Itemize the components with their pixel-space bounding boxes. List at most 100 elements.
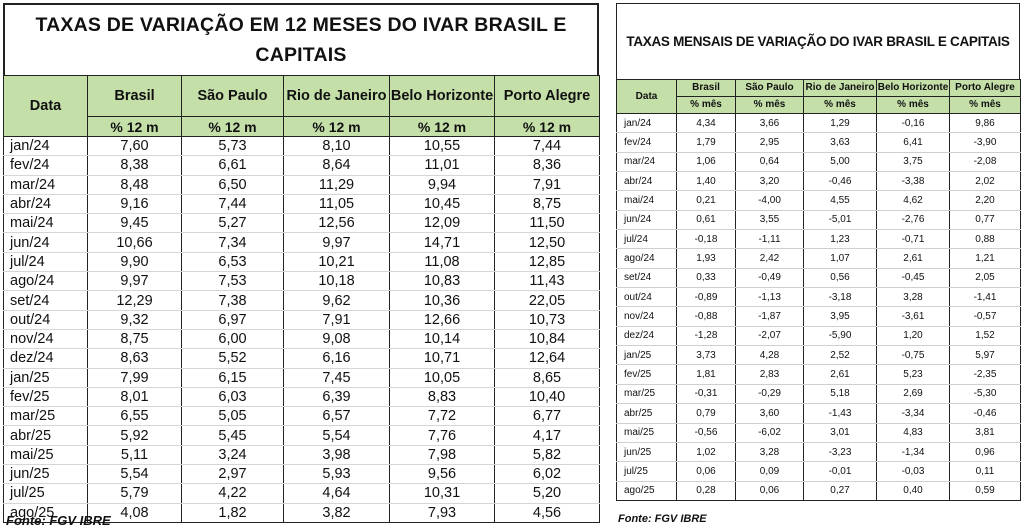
value-cell: 0,59 [949, 481, 1021, 501]
value-cell: 11,01 [389, 155, 495, 176]
value-cell: -2,07 [735, 326, 804, 347]
date-cell: jun/24 [616, 210, 677, 231]
value-cell: 12,66 [389, 310, 495, 330]
value-cell: -2,35 [949, 364, 1021, 385]
value-cell: 8,01 [87, 387, 182, 408]
date-cell: out/24 [616, 287, 677, 308]
value-cell: 6,55 [87, 406, 182, 427]
value-cell: 7,91 [283, 310, 390, 330]
value-cell: 5,45 [181, 425, 284, 446]
date-cell: mar/24 [616, 152, 677, 173]
table-row: mar/24 1,06 0,64 5,00 3,75 -2,08 [616, 152, 1021, 173]
value-cell: 11,50 [494, 213, 600, 234]
value-cell: 1,21 [949, 248, 1021, 269]
value-cell: -0,88 [676, 306, 736, 327]
value-cell: 9,62 [283, 290, 390, 311]
table-row: abr/24 1,40 3,20 -0,46 -3,38 2,02 [616, 171, 1021, 192]
table-row: abr/25 0,79 3,60 -1,43 -3,34 -0,46 [616, 403, 1021, 424]
value-cell: 7,91 [494, 175, 600, 195]
value-cell: -2,08 [949, 152, 1021, 173]
table-row: out/24 9,32 6,97 7,91 12,66 10,73 [3, 310, 600, 330]
unit-header: % mês [803, 96, 877, 114]
value-cell: 1,82 [181, 503, 284, 523]
date-cell: out/24 [3, 310, 88, 330]
value-cell: 8,10 [283, 136, 390, 157]
value-cell: -3,34 [876, 403, 950, 424]
value-cell: 10,18 [283, 271, 390, 292]
date-cell: fev/24 [3, 155, 88, 176]
value-cell: 10,21 [283, 252, 390, 273]
date-cell: dez/24 [616, 326, 677, 347]
value-cell: -0,46 [803, 171, 877, 192]
table-row: ago/25 4,08 1,82 3,82 7,93 4,56 [3, 503, 600, 523]
date-column-header: Data [3, 75, 88, 137]
table-row: ago/24 1,93 2,42 1,07 2,61 1,21 [616, 248, 1021, 269]
table-row: set/24 12,29 7,38 9,62 10,36 22,05 [3, 290, 600, 311]
value-cell: 4,28 [735, 345, 804, 366]
value-cell: 1,79 [676, 132, 736, 153]
unit-header: % mês [949, 96, 1021, 114]
monthly-variation-table: Data Brasil São Paulo Rio de Janeiro Bel… [616, 79, 1021, 501]
value-cell: 12,56 [283, 213, 390, 234]
date-cell: jun/24 [3, 232, 88, 253]
value-cell: -0,01 [803, 461, 877, 482]
column-header-rio-de-janeiro: Rio de Janeiro [283, 75, 390, 117]
table-row: abr/24 9,16 7,44 11,05 10,45 8,75 [3, 194, 600, 215]
value-cell: 8,36 [494, 155, 600, 176]
table-row: fev/24 8,38 6,61 8,64 11,01 8,36 [3, 155, 600, 176]
table-row: nov/24 -0,88 -1,87 3,95 -3,61 -0,57 [616, 306, 1021, 327]
value-cell: 0,11 [949, 461, 1021, 482]
value-cell: -5,30 [949, 384, 1021, 405]
value-cell: -3,18 [803, 287, 877, 308]
date-cell: mar/24 [3, 175, 88, 195]
value-cell: 0,33 [676, 268, 736, 289]
table-row: mai/25 5,11 3,24 3,98 7,98 5,82 [3, 445, 600, 466]
value-cell: -3,90 [949, 132, 1021, 153]
value-cell: 2,52 [803, 345, 877, 366]
value-cell: -1,11 [735, 229, 804, 250]
value-cell: 3,81 [949, 423, 1021, 443]
date-cell: jan/25 [3, 368, 88, 388]
value-cell: 2,61 [876, 248, 950, 269]
value-cell: 9,08 [283, 329, 390, 350]
value-cell: 5,54 [283, 425, 390, 446]
column-header-rio-de-janeiro: Rio de Janeiro [803, 79, 877, 97]
date-cell: ago/25 [3, 503, 88, 523]
date-cell: mar/25 [616, 384, 677, 405]
unit-header: % 12 m [283, 116, 390, 137]
date-cell: abr/24 [3, 194, 88, 215]
value-cell: -0,57 [949, 306, 1021, 327]
value-cell: -0,31 [676, 384, 736, 405]
value-cell: 5,20 [494, 483, 600, 504]
value-cell: 5,54 [87, 464, 182, 485]
value-cell: 5,27 [181, 213, 284, 234]
column-header-porto-alegre: Porto Alegre [949, 79, 1021, 97]
column-header-sao-paulo: São Paulo [735, 79, 804, 97]
table-row: set/24 0,33 -0,49 0,56 -0,45 2,05 [616, 268, 1021, 289]
date-cell: ago/24 [3, 271, 88, 292]
value-cell: 5,00 [803, 152, 877, 173]
date-cell: fev/24 [616, 132, 677, 153]
value-cell: 11,43 [494, 271, 600, 292]
table-row: jun/24 0,61 3,55 -5,01 -2,76 0,77 [616, 210, 1021, 231]
table-row: jan/25 7,99 6,15 7,45 10,05 8,65 [3, 368, 600, 388]
value-cell: 14,71 [389, 232, 495, 253]
value-cell: 22,05 [494, 290, 600, 311]
value-cell: 0,40 [876, 481, 950, 501]
value-cell: 7,34 [181, 232, 284, 253]
table-row: ago/24 9,97 7,53 10,18 10,83 11,43 [3, 271, 600, 292]
value-cell: 1,07 [803, 248, 877, 269]
value-cell: 7,53 [181, 271, 284, 292]
value-cell: 3,75 [876, 152, 950, 173]
value-cell: 1,93 [676, 248, 736, 269]
value-cell: 8,64 [283, 155, 390, 176]
value-cell: 10,84 [494, 329, 600, 350]
value-cell: 6,03 [181, 387, 284, 408]
monthly-table-body: jan/24 4,34 3,66 1,29 -0,16 9,86 fev/24 1,79 2,9… [616, 113, 1021, 501]
table-row: dez/24 8,63 5,52 6,16 10,71 12,64 [3, 348, 600, 369]
value-cell: -1,34 [876, 442, 950, 463]
value-cell: 2,95 [735, 132, 804, 153]
value-cell: 10,31 [389, 483, 495, 504]
column-header-porto-alegre: Porto Alegre [494, 75, 600, 117]
value-cell: 9,94 [389, 175, 495, 195]
